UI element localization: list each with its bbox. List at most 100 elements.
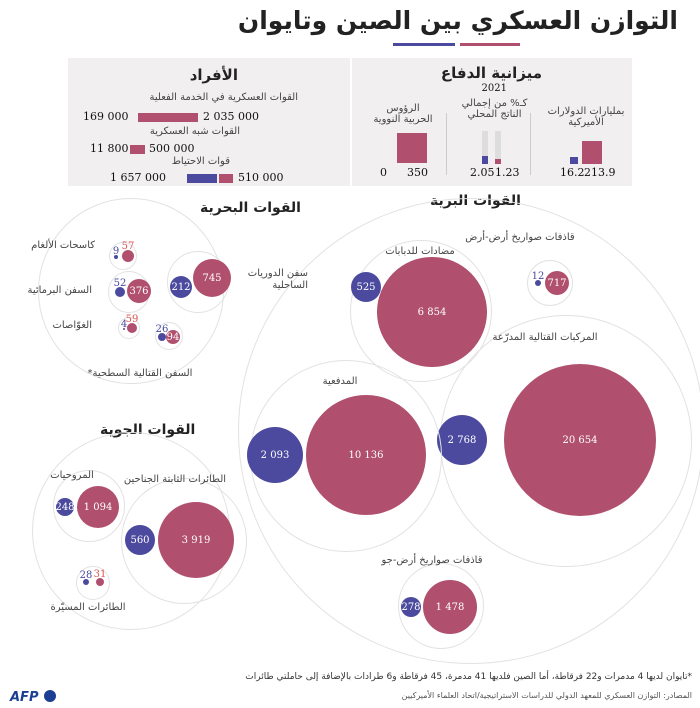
category-circle	[53, 470, 125, 542]
taiwan-bubble: 278	[401, 597, 421, 617]
gdp-taiwan: 2.05	[470, 166, 495, 179]
taiwan-value: 560	[130, 534, 150, 546]
paramilitary-taiwan: 11 800	[90, 142, 129, 155]
china-bubble: 59	[126, 314, 138, 333]
usd-china: 213.9	[584, 166, 616, 179]
usd-taiwan: 16.2	[560, 166, 585, 179]
taiwan-bubble: 2 093	[247, 427, 303, 483]
paramilitary-china: 500 000	[149, 142, 195, 155]
category-label: قاذفات صواريخ أرض-أرض	[465, 232, 575, 243]
china-value: 717	[547, 277, 567, 289]
taiwan-value: 212	[171, 281, 191, 293]
category-label: المدفعية	[322, 376, 358, 387]
taiwan-bubble: 9	[113, 246, 119, 259]
china-legend-underline	[460, 43, 520, 46]
taiwan-value: 4	[120, 319, 128, 330]
china-bubble: 376	[127, 279, 151, 303]
budget-panel: ميزانية الدفاع 2021 بمليارات الدولارات ا…	[352, 58, 632, 186]
taiwan-value: 28	[79, 570, 93, 581]
nuclear-taiwan: 0	[380, 166, 387, 179]
taiwan-bubble: 12	[532, 271, 544, 286]
china-value: 1 094	[83, 501, 113, 513]
category-circle	[350, 240, 492, 382]
divider	[446, 113, 447, 175]
china-value: 59	[125, 314, 139, 325]
china-value: 94	[166, 331, 180, 343]
taiwan-bubble: 560	[125, 525, 155, 555]
afp-logo: AFP	[10, 686, 56, 705]
china-value: 376	[129, 285, 149, 297]
taiwan-value: 52	[113, 278, 127, 289]
category-label: سفن الدوريات الساحلية	[247, 268, 308, 291]
china-bubble: 1 478	[423, 580, 477, 634]
category-label: السفن القتالية السطحية*	[87, 368, 193, 379]
taiwan-bubble: 212	[170, 276, 192, 298]
china-value: 31	[93, 569, 107, 580]
land-group-circle	[238, 198, 700, 664]
china-bubble: 94	[166, 330, 180, 344]
china-bubble: 745	[193, 259, 231, 297]
taiwan-value: 26	[155, 324, 169, 335]
category-label: الطائرات الثابتة الجناحين	[123, 474, 227, 485]
china-value: 20 654	[562, 434, 598, 446]
china-bubble: 20 654	[504, 364, 656, 516]
active-label: القوات العسكرية في الخدمة الفعلية	[149, 92, 298, 103]
china-bubble: 717	[545, 271, 569, 295]
taiwan-bubble: 26	[156, 324, 168, 341]
category-label: المركبات القتالية المدرّعة	[492, 332, 598, 343]
china-value: 745	[202, 272, 222, 284]
category-label: المروحيات	[50, 470, 94, 481]
nuclear-china-bar	[397, 133, 427, 163]
china-bubble: 31	[94, 569, 106, 586]
budget-year: 2021	[481, 83, 507, 94]
china-bubble: 57	[122, 241, 134, 262]
taiwan-value: 248	[55, 501, 75, 513]
category-label: مضادات للدبابات	[385, 246, 455, 257]
naval-heading: القوات البحرية	[200, 200, 301, 216]
category-circle	[398, 563, 484, 649]
category-circle	[109, 242, 137, 270]
reserve-taiwan: 1 657 000	[110, 171, 166, 184]
nuclear-label: الرؤوس الحربية النووية	[373, 103, 433, 125]
taiwan-legend-underline	[393, 43, 455, 46]
taiwan-bubble: 4	[121, 319, 127, 330]
taiwan-bubble: 52	[114, 278, 126, 297]
active-china-bar	[138, 113, 198, 122]
china-value: 3 919	[181, 534, 211, 546]
category-circle	[118, 317, 140, 339]
taiwan-bubble: 248	[55, 498, 75, 516]
nuclear-china: 350	[407, 166, 428, 179]
category-label: قاذفات صواريخ أرض-جو	[381, 555, 483, 566]
category-label: السفن البرمائية	[27, 285, 92, 296]
usd-china-bar	[582, 141, 602, 164]
reserve-china-bar	[219, 174, 233, 183]
taiwan-value: 12	[531, 271, 545, 282]
active-taiwan: 169 000	[83, 110, 129, 123]
reserve-china: 510 000	[238, 171, 284, 184]
china-bubble: 10 136	[306, 395, 426, 515]
china-bubble: 6 854	[377, 257, 487, 367]
usd-label: بمليارات الدولارات الأميركية	[547, 106, 625, 128]
paramilitary-label: القوات شبه العسكرية	[149, 126, 240, 137]
gdp-china-bar	[495, 159, 501, 164]
reserve-taiwan-bar	[187, 174, 217, 183]
footnote: *تايوان لديها 4 مدمرات و22 فرقاطة، أما ا…	[245, 672, 692, 682]
china-value: 57	[121, 241, 135, 252]
usd-taiwan-bar	[570, 157, 578, 164]
china-bubble: 1 094	[77, 486, 119, 528]
taiwan-bubble: 2 768	[437, 415, 487, 465]
paramilitary-china-bar	[130, 145, 145, 154]
china-value: 10 136	[348, 449, 384, 461]
gdp-label: كـ% من إجمالي الناتج المحلي	[461, 98, 528, 120]
reserve-label: قوات الاحتياط	[171, 156, 230, 167]
category-label: كاسحات الألغام	[31, 240, 95, 251]
taiwan-value: 525	[356, 281, 376, 293]
taiwan-value: 2 768	[447, 434, 477, 446]
gdp-taiwan-bar	[482, 156, 488, 164]
source: المصادر: التوازن العسكري للمعهد الدولي ل…	[401, 691, 692, 700]
category-circle	[155, 322, 183, 350]
budget-heading: ميزانية الدفاع	[440, 64, 542, 82]
gdp-china-track	[495, 131, 501, 164]
taiwan-bubble: 28	[80, 570, 92, 585]
